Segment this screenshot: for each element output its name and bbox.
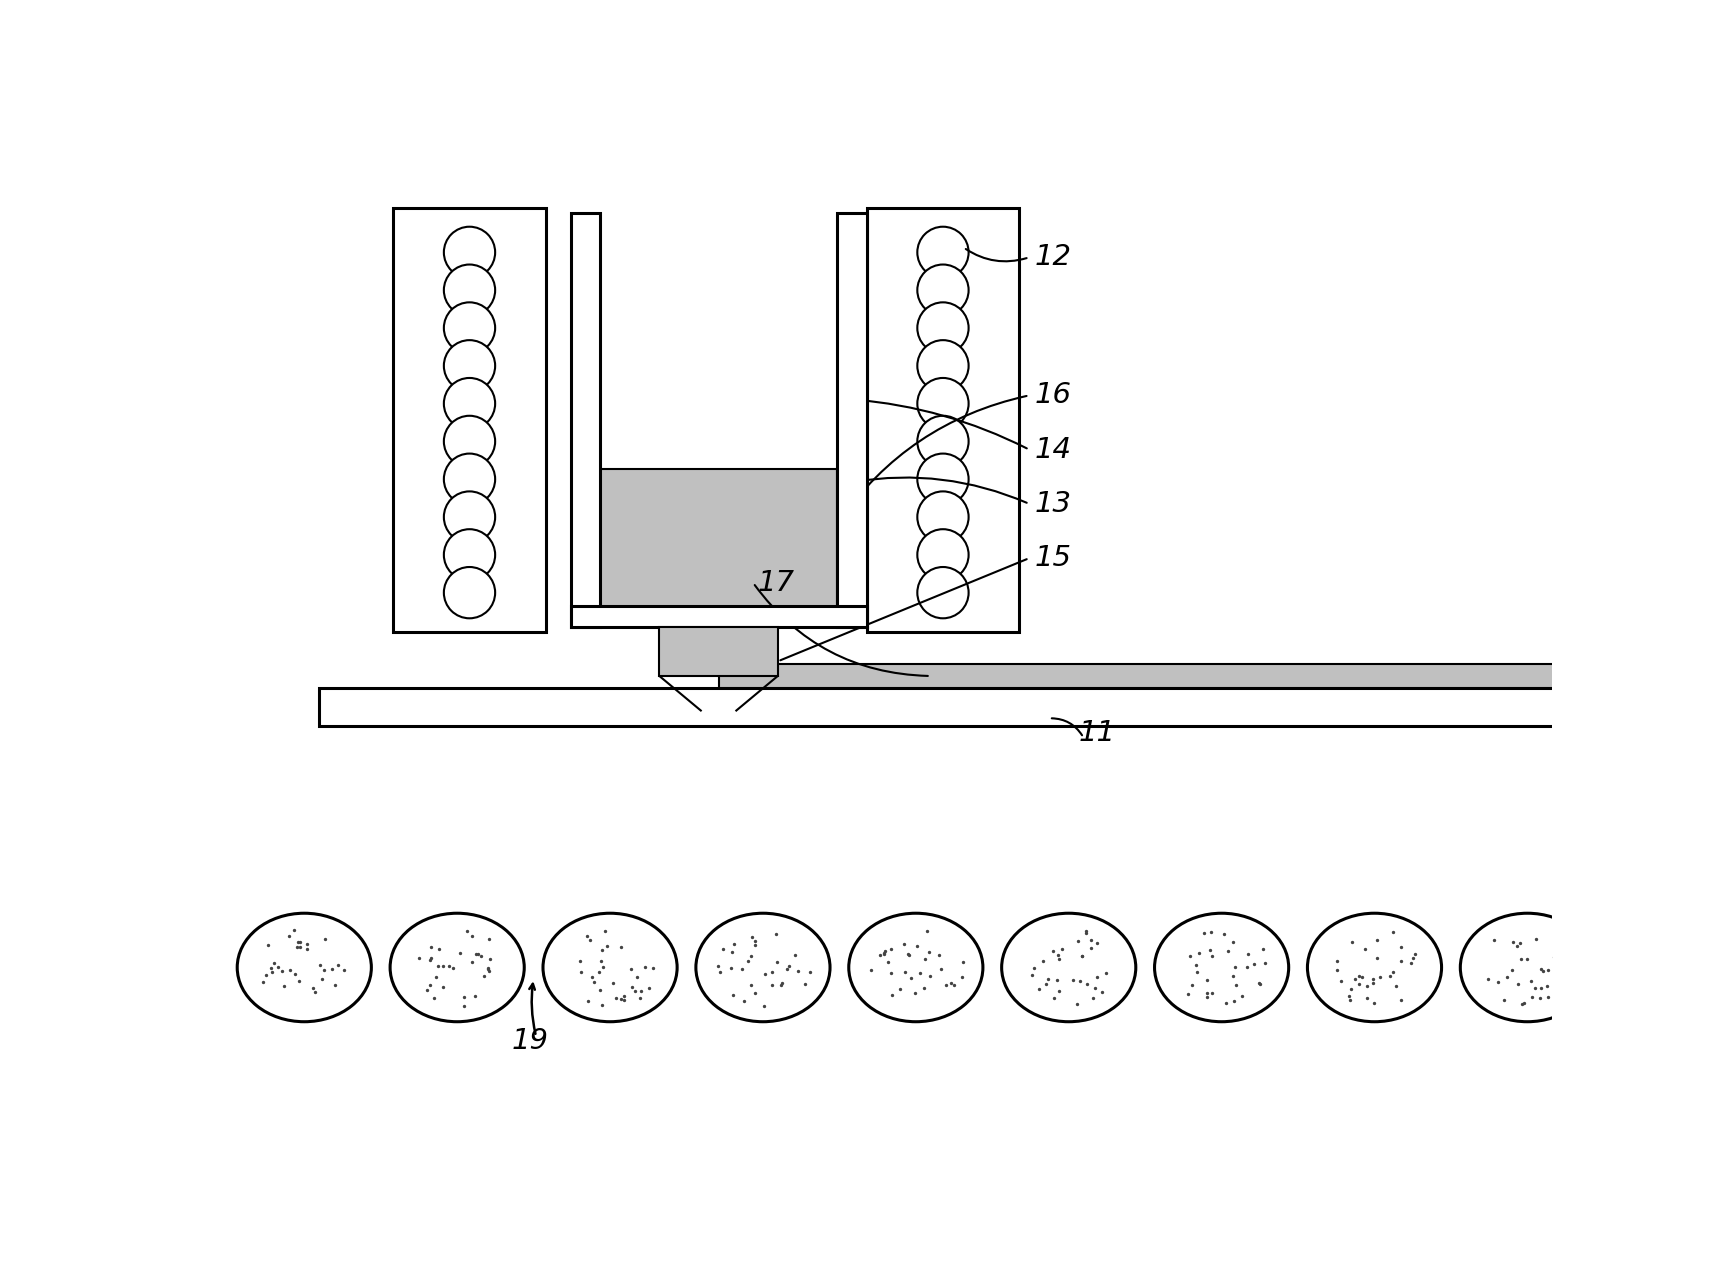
Bar <box>659 628 778 676</box>
Bar <box>392 208 546 632</box>
Circle shape <box>444 567 494 619</box>
Bar <box>719 664 1681 688</box>
Circle shape <box>444 529 494 580</box>
Ellipse shape <box>237 913 372 1022</box>
Ellipse shape <box>695 913 830 1022</box>
Circle shape <box>918 302 968 354</box>
Text: 14: 14 <box>1034 436 1072 464</box>
Bar <box>600 469 837 628</box>
Circle shape <box>918 416 968 468</box>
Ellipse shape <box>1461 913 1594 1022</box>
Text: 12: 12 <box>1034 243 1072 272</box>
Ellipse shape <box>1001 913 1136 1022</box>
Circle shape <box>918 529 968 580</box>
Circle shape <box>444 341 494 392</box>
Text: 15: 15 <box>1034 544 1072 573</box>
Circle shape <box>444 453 494 505</box>
Bar <box>571 606 866 628</box>
Text: 11: 11 <box>1079 719 1115 747</box>
Circle shape <box>444 227 494 278</box>
Circle shape <box>444 416 494 468</box>
Text: 19: 19 <box>512 1027 548 1056</box>
Ellipse shape <box>543 913 678 1022</box>
Circle shape <box>918 453 968 505</box>
Circle shape <box>918 264 968 316</box>
Bar <box>837 213 866 628</box>
Circle shape <box>444 302 494 354</box>
Circle shape <box>918 492 968 543</box>
Circle shape <box>444 264 494 316</box>
Circle shape <box>918 567 968 619</box>
Bar <box>866 208 1020 632</box>
Text: 17: 17 <box>757 569 795 597</box>
Circle shape <box>918 378 968 429</box>
Text: 13: 13 <box>1034 489 1072 518</box>
Circle shape <box>444 378 494 429</box>
Bar <box>320 688 1681 726</box>
Ellipse shape <box>1307 913 1442 1022</box>
Text: 16: 16 <box>1034 382 1072 410</box>
Circle shape <box>918 227 968 278</box>
Bar <box>571 213 600 628</box>
Ellipse shape <box>1155 913 1288 1022</box>
Ellipse shape <box>849 913 982 1022</box>
Circle shape <box>444 492 494 543</box>
Ellipse shape <box>391 913 524 1022</box>
Circle shape <box>918 341 968 392</box>
